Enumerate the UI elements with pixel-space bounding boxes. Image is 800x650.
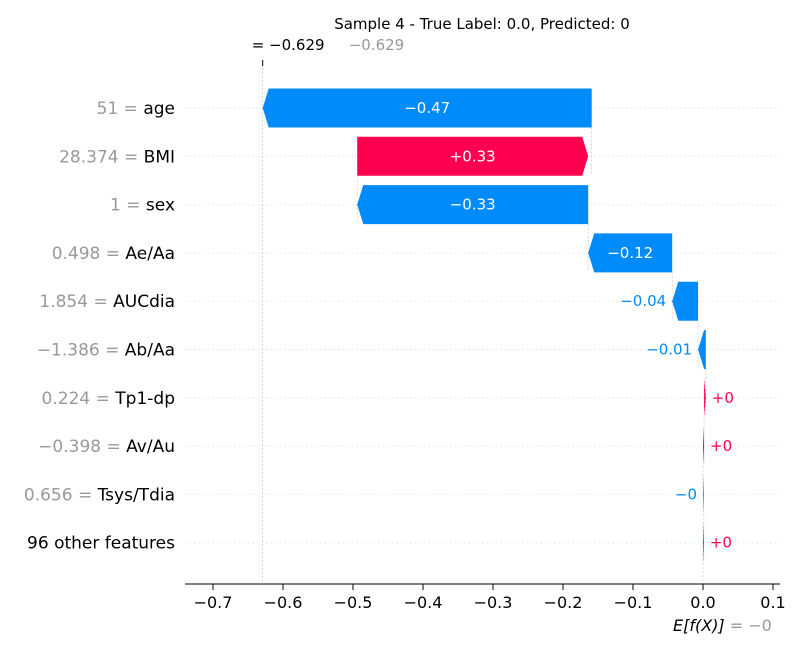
feature-equals: = (100, 244, 125, 264)
feature-name: Tp1-dp (114, 389, 175, 409)
bar-value-label: +0 (710, 534, 732, 552)
feature-label: 96 other features (27, 534, 175, 554)
feature-name: Tsys/Tdia (97, 485, 175, 505)
feature-label: 1 = sex (110, 196, 175, 216)
feature-label: 0.498 = Ae/Aa (52, 244, 175, 264)
x-tick-label: −0.4 (404, 593, 443, 612)
fx-value: −0.629 (269, 36, 325, 54)
x-tick-label: −0.1 (614, 593, 653, 612)
fx-label: = −0.629 (252, 36, 325, 54)
bar-value-label: −0.33 (450, 196, 496, 214)
feature-label: 51 = age (97, 99, 175, 119)
feature-bar (672, 281, 699, 321)
x-tick-label: −0.3 (474, 593, 513, 612)
feature-name: 96 other features (27, 534, 175, 554)
feature-bar (698, 330, 706, 369)
feature-label: 0.224 = Tp1-dp (42, 389, 175, 409)
feature-name: sex (146, 196, 175, 216)
feature-bars (262, 88, 706, 563)
feature-label: 0.656 = Tsys/Tdia (24, 485, 175, 505)
bar-value-label: −0.04 (620, 292, 666, 310)
feature-label: −1.386 = Ab/Aa (37, 341, 175, 361)
feature-equals: = (118, 99, 143, 119)
x-tick-label: −0.5 (334, 593, 373, 612)
x-tick-label: 0.0 (690, 593, 715, 612)
connector-lines (262, 60, 707, 584)
feature-equals: = (101, 437, 126, 457)
feature-value: −1.386 (37, 341, 100, 361)
x-axis: −0.7 −0.6 −0.5 −0.4 −0.3 −0.2 −0.1 0.0 0.1 E[f(X)… (185, 583, 786, 635)
fx-marker: −0.629= −0.629 (252, 36, 405, 66)
feature-equals: = (100, 341, 125, 361)
feature-value: 51 (97, 99, 119, 119)
bar-value-label: −0.12 (607, 244, 653, 262)
feature-name: Ae/Aa (125, 244, 175, 264)
bar-value-label: +0 (712, 389, 734, 407)
feature-bar (357, 136, 589, 176)
base-value-label: E[f(X)] = −0 (673, 616, 772, 635)
feature-bar (262, 88, 592, 128)
feature-value: 1 (110, 196, 121, 216)
feature-labels: 51 = age −0.47 28.374 = BMI +0.33 1 = sex −0.… (24, 99, 734, 554)
x-tick-label: 0.1 (760, 593, 785, 612)
feature-equals: = (88, 292, 113, 312)
feature-bar (703, 523, 704, 563)
x-tick-label: −0.2 (544, 593, 583, 612)
x-tick-label: −0.6 (264, 593, 303, 612)
feature-value: 0.656 (24, 485, 73, 505)
feature-value: 0.498 (52, 244, 101, 264)
bar-value-label: −0.47 (404, 99, 450, 117)
feature-label: 1.854 = AUCdia (39, 292, 175, 312)
feature-name: AUCdia (113, 292, 175, 312)
feature-label: −0.398 = Av/Au (38, 437, 175, 457)
feature-bar (704, 378, 706, 418)
feature-name: Av/Au (126, 437, 175, 457)
feature-bar (357, 185, 589, 225)
feature-equals: = (119, 147, 144, 167)
bar-value-label: +0.33 (450, 147, 496, 165)
x-tick-label: −0.7 (194, 593, 233, 612)
feature-bar (588, 233, 673, 273)
feature-equals: = (121, 196, 146, 216)
bar-value-label: −0 (675, 485, 697, 503)
feature-equals: = (73, 485, 98, 505)
fx-ghost-value: −0.629 (349, 36, 405, 54)
feature-value: 1.854 (39, 292, 88, 312)
feature-value: 28.374 (59, 147, 118, 167)
bar-value-label: −0.01 (646, 341, 692, 359)
base-value: = −0 (725, 616, 772, 635)
feature-bar (703, 426, 705, 466)
feature-name: BMI (144, 147, 175, 167)
feature-equals: = (90, 389, 115, 409)
feature-value: 0.224 (42, 389, 91, 409)
feature-bar (703, 474, 704, 514)
feature-name: age (143, 99, 175, 119)
fx-prefix: = (252, 36, 269, 54)
row-gridlines (185, 107, 780, 544)
feature-label: 28.374 = BMI (59, 147, 175, 167)
chart-title: Sample 4 - True Label: 0.0, Predicted: 0 (334, 15, 630, 33)
base-expr: E[f(X)] (673, 616, 725, 635)
feature-value: −0.398 (38, 437, 101, 457)
feature-name: Ab/Aa (125, 341, 175, 361)
bar-value-label: +0 (710, 437, 732, 455)
